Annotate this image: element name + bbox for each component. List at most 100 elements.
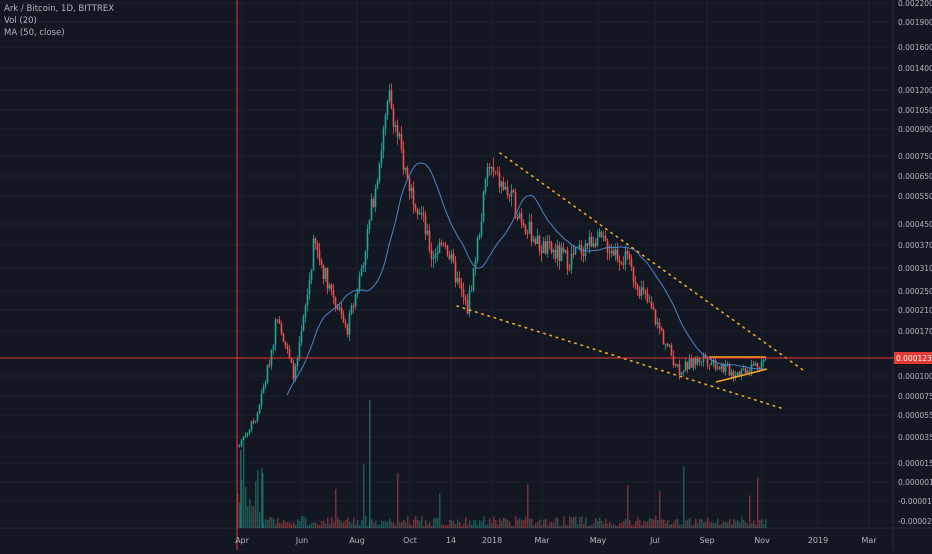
volume-bar — [267, 520, 269, 528]
candle-body — [432, 258, 435, 259]
candle-body — [424, 215, 427, 235]
volume-bar — [719, 524, 721, 528]
candle-body — [366, 229, 369, 251]
candle-body — [254, 420, 257, 422]
volume-bar — [717, 518, 719, 528]
volume-bar — [587, 525, 589, 528]
price-axis[interactable]: 0.00220000 0.00190000 0.00160000 0.00140000… — [894, 0, 932, 526]
candle-body — [358, 276, 361, 290]
candle-body — [590, 236, 593, 247]
candle-body — [478, 235, 481, 238]
candle-body — [764, 359, 767, 361]
x-tick-label: 2018 — [482, 536, 502, 545]
candle-body — [544, 241, 547, 254]
volume-bar — [687, 519, 689, 528]
volume-bar — [641, 524, 643, 528]
volume-bar — [765, 519, 767, 528]
candle-body — [476, 237, 479, 261]
volume-bar — [455, 524, 457, 528]
candle-body — [262, 386, 265, 394]
candle-body — [558, 245, 561, 262]
candle-body — [462, 289, 465, 297]
volume-bar — [569, 516, 571, 528]
volume-bar — [315, 522, 317, 528]
candle-body — [290, 357, 293, 363]
y-tick-label: -0.00002800 — [898, 517, 932, 526]
volume-bar — [251, 505, 253, 528]
candle-body — [238, 446, 241, 447]
volume-bar — [739, 522, 741, 528]
ma-indicator-label[interactable]: MA (50, close) — [4, 28, 65, 38]
candle-body — [390, 90, 393, 109]
candle-body — [632, 266, 635, 282]
candle-body — [338, 307, 341, 310]
x-tick-label: Apr — [235, 536, 250, 545]
trend-drawings — [456, 152, 804, 410]
y-tick-label: 0.00065000 — [898, 172, 932, 181]
volume-bar — [737, 520, 739, 528]
lower-trendline — [456, 305, 785, 410]
candle-body — [600, 231, 603, 237]
volume-bar — [353, 517, 355, 528]
volume-bar — [441, 524, 443, 528]
candle-body — [378, 163, 381, 182]
volume-bar — [355, 524, 357, 528]
candle-body — [620, 262, 623, 264]
volume-bar — [363, 464, 365, 528]
y-tick-label: 0.00090000 — [898, 125, 932, 134]
candle-body — [410, 187, 413, 192]
volume-bar — [503, 517, 505, 528]
y-tick-label: 0.00021000 — [898, 306, 932, 315]
candle-body — [628, 253, 631, 259]
volume-bar — [725, 522, 727, 528]
volume-bar — [499, 518, 501, 528]
candle-body — [282, 333, 285, 342]
x-tick-label: 2019 — [808, 536, 828, 545]
volume-bar — [649, 517, 651, 528]
candle-body — [452, 253, 455, 262]
candle-body — [552, 250, 555, 253]
time-axis[interactable]: Apr Jun Aug Oct 14 2018 Mar May Jul Sep Nov 2019 Mar — [235, 536, 877, 545]
volume-bar — [367, 525, 369, 528]
candle-body — [412, 187, 415, 206]
candle-body — [682, 371, 685, 373]
y-tick-label: 0.00017000 — [898, 327, 932, 336]
candle-body — [570, 253, 573, 270]
volume-bar — [699, 518, 701, 528]
volume-bar — [401, 522, 403, 528]
volume-bar — [631, 525, 633, 528]
candle-body — [684, 361, 687, 372]
chart-legend: Ark / Bitcoin, 1D, BITTREX Vol (20) MA (… — [4, 3, 114, 39]
volume-bar — [431, 525, 433, 528]
candle-body — [242, 437, 245, 440]
candle-body — [606, 240, 609, 253]
candle-body — [472, 268, 475, 291]
candle-body — [756, 363, 759, 368]
volume-bar — [429, 522, 431, 528]
candle-body — [668, 345, 671, 347]
candle-body — [498, 172, 501, 187]
volume-bar — [527, 484, 529, 528]
candle-body — [264, 382, 267, 387]
volume-bar — [275, 524, 277, 528]
candle-body — [466, 300, 469, 314]
candle-body — [700, 361, 703, 363]
volume-bar — [525, 516, 527, 528]
candle-body — [250, 421, 253, 430]
candle-body — [686, 361, 689, 370]
volume-bar — [333, 521, 335, 528]
candle-body — [386, 101, 389, 116]
symbol-title[interactable]: Ark / Bitcoin, 1D, BITTREX — [4, 4, 115, 14]
x-tick-label: Mar — [861, 536, 877, 545]
volume-bar — [639, 520, 641, 528]
y-tick-label: 0.00075000 — [898, 152, 932, 161]
volume-indicator-label[interactable]: Vol (20) — [4, 16, 37, 26]
candle-body — [258, 404, 261, 414]
volume-bar — [283, 519, 285, 528]
volume-bar — [523, 519, 525, 528]
volume-bar — [453, 521, 455, 528]
candle-body — [346, 324, 349, 335]
candle-body — [664, 343, 667, 345]
volume-bar — [517, 519, 519, 528]
